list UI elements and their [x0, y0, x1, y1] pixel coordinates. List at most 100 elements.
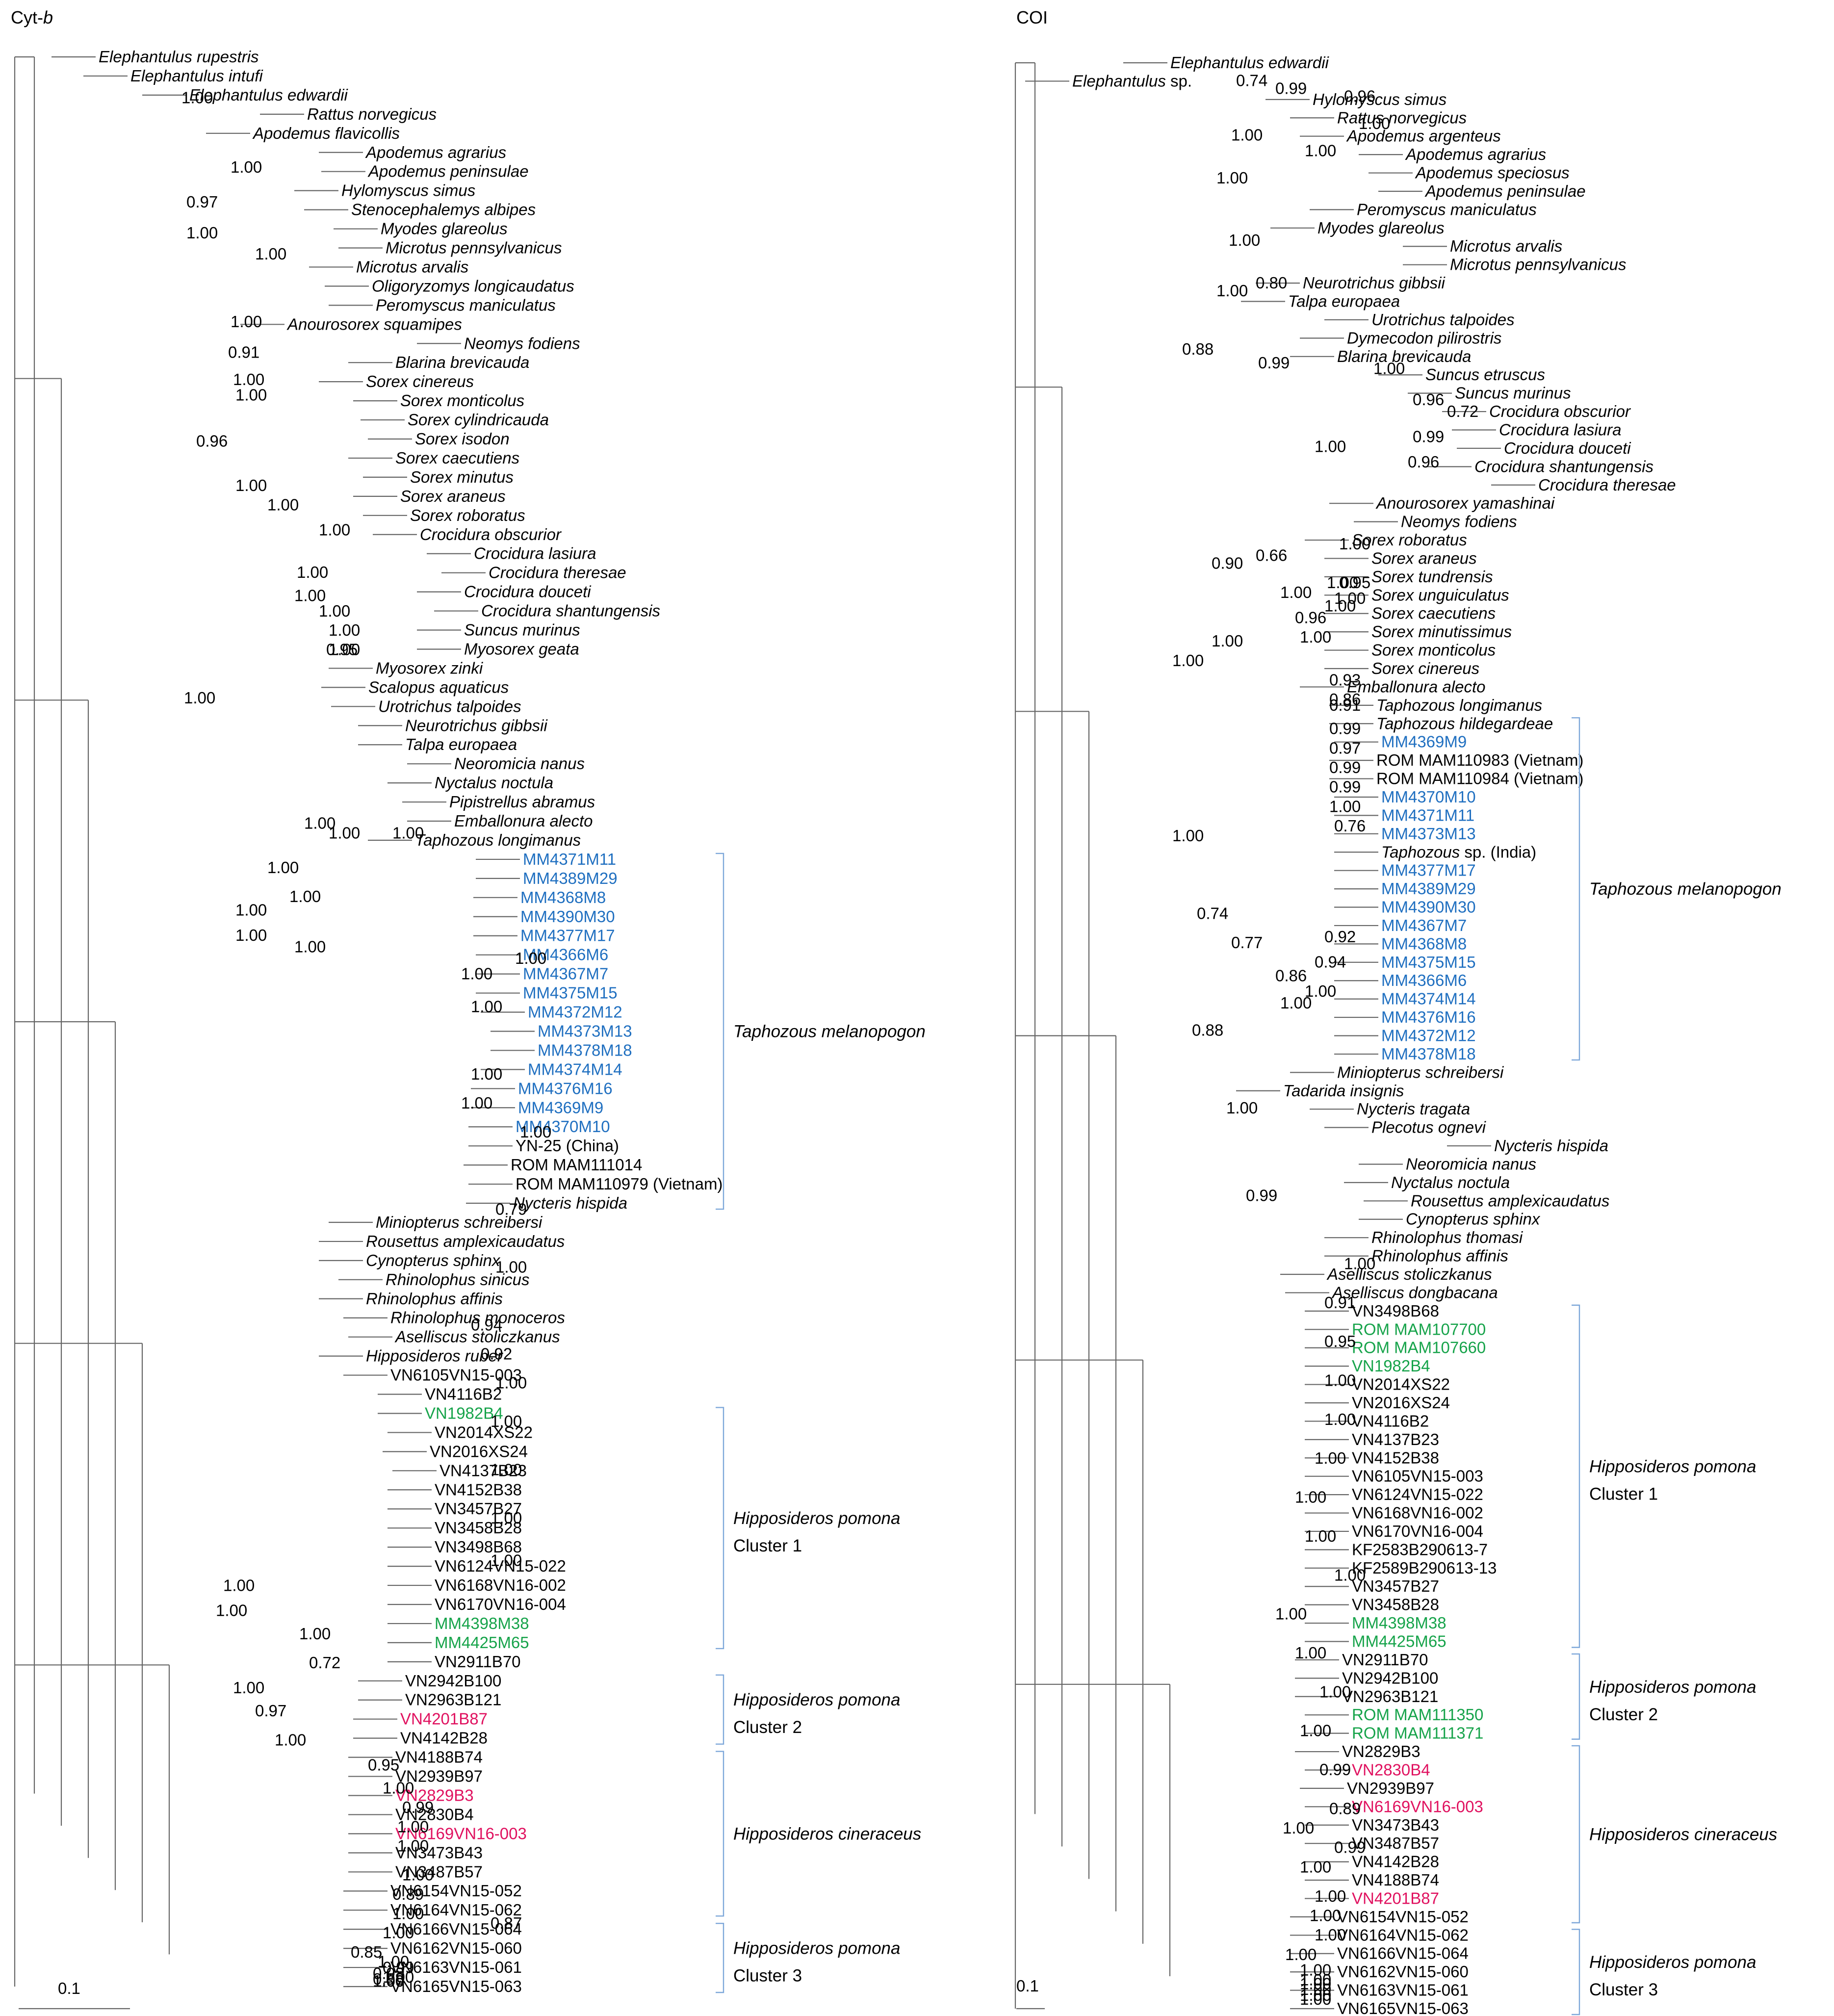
- cytb-taxon-label: MM4425M65: [435, 1633, 529, 1652]
- coi-taxon-label: MM4373M13: [1381, 825, 1476, 843]
- cytb-taxon-name: Blarina brevicauda: [395, 353, 529, 371]
- coi-support-value: 1.00: [1275, 1605, 1307, 1623]
- cytb-support-value: 0.92: [481, 1344, 512, 1363]
- coi-taxon-name: VN6166VN15-064: [1337, 1944, 1469, 1963]
- cytb-taxon-name: Neomys fodiens: [464, 334, 580, 352]
- cytb-taxon-label: VN2911B70: [435, 1653, 521, 1671]
- cytb-taxon-label: VN2939B97: [395, 1767, 483, 1785]
- cytb-support-value: 1.00: [235, 386, 267, 404]
- cytb-taxon-name: VN6154VN15-052: [390, 1882, 522, 1900]
- cytb-group-name: Hipposideros pomona: [733, 1690, 900, 1709]
- cytb-taxon-label: VN6169VN16-003: [395, 1824, 527, 1842]
- coi-taxon-name: ROM MAM110984 (Vietnam): [1376, 770, 1583, 788]
- cytb-support-value: 1.00: [233, 1679, 264, 1697]
- cytb-taxon-name: VN4142B28: [400, 1729, 488, 1747]
- cytb-taxon-label: Sorex isodon: [415, 430, 510, 448]
- cytb-taxon-name: Rhinolophus affinis: [366, 1290, 503, 1308]
- coi-taxon-label: VN4188B74: [1352, 1871, 1439, 1889]
- cytb-support-value: 1.00: [491, 1412, 522, 1430]
- coi-taxon-name: Myodes glareolus: [1317, 219, 1445, 237]
- coi-taxon-name: Apodemus speciosus: [1415, 164, 1570, 182]
- coi-group-bracket: [1572, 717, 1580, 1061]
- coi-support-value: 0.89: [1329, 1799, 1361, 1817]
- coi-taxon-label: MM4369M9: [1381, 733, 1467, 751]
- coi-taxon-name: Crocidura theresae: [1538, 476, 1676, 494]
- cytb-taxon-label: VN4152B38: [435, 1480, 522, 1499]
- coi-taxon-label: Talpa europaea: [1288, 292, 1400, 310]
- coi-taxon-name: Microtus pennsylvanicus: [1450, 256, 1627, 274]
- coi-support-value: 0.93: [1329, 671, 1361, 689]
- coi-group-bracket: [1572, 1653, 1580, 1740]
- cytb-taxon-name: Nycteris hispida: [513, 1194, 627, 1212]
- coi-taxon-name: MM4375M15: [1381, 953, 1476, 971]
- cytb-taxon-label: Sorex cinereus: [366, 372, 474, 390]
- coi-taxon-name: MM4368M8: [1381, 934, 1467, 953]
- cytb-taxon-label: Suncus murinus: [464, 621, 580, 639]
- cytb-taxon-label: MM4389M29: [523, 869, 618, 887]
- cytb-branches: [14, 56, 535, 1988]
- cytb-taxon-name: Sorex isodon: [415, 430, 510, 448]
- cytb-panel-title: Cyt-b: [11, 7, 53, 27]
- coi-taxon-label: VN6154VN15-052: [1337, 1908, 1469, 1926]
- coi-taxon-label: VN4142B28: [1352, 1853, 1439, 1871]
- cytb-taxon-name: Peromyscus maniculatus: [376, 296, 556, 314]
- cytb-group-name: Hipposideros cineraceus: [733, 1824, 921, 1843]
- coi-support-value: 0.95: [1324, 1332, 1356, 1350]
- coi-taxon-label: VN6166VN15-064: [1337, 1944, 1469, 1963]
- coi-scale-bar: 0.1: [1016, 1977, 1045, 2010]
- cytb-taxon-name: Neurotrichus gibbsii: [405, 716, 548, 734]
- cytb-support-value: 1.00: [491, 1460, 522, 1478]
- coi-support-value: 0.96: [1344, 87, 1375, 105]
- cytb-taxon-name: VN6105VN15-003: [390, 1366, 522, 1384]
- coi-taxon-label: MM4398M38: [1352, 1614, 1447, 1632]
- coi-support-value: 1.00: [1305, 982, 1336, 1000]
- cytb-taxon-name: Myodes glareolus: [381, 220, 508, 238]
- cytb-taxon-name: VN3498B68: [435, 1538, 522, 1556]
- coi-taxon-name: VN2014XS22: [1352, 1375, 1450, 1394]
- cytb-taxon-name: MM4398M38: [435, 1614, 529, 1632]
- coi-taxon-name: ROM MAM107660: [1352, 1339, 1486, 1357]
- cytb-taxon-name: VN6170VN16-004: [435, 1595, 566, 1613]
- coi-taxon-label: VN4201B87: [1352, 1889, 1439, 1907]
- cytb-taxon-label: Sorex roboratus: [410, 506, 525, 524]
- coi-support-value: 1.00: [1305, 141, 1336, 159]
- cytb-taxon-name: Crocidura lasiura: [474, 544, 596, 563]
- cytb-support-value: 0.99: [383, 1958, 414, 1976]
- cytb-support-value: 1.00: [294, 937, 326, 956]
- coi-taxon-label: MM4377M17: [1381, 861, 1476, 879]
- cytb-taxon-label: MM4378M18: [538, 1041, 632, 1059]
- coi-taxon-label: Anourosorex yamashinai: [1375, 494, 1555, 512]
- cytb-taxon-name: Apodemus agrarius: [365, 143, 506, 161]
- cytb-taxon-label: Rhinolophus affinis: [366, 1290, 503, 1308]
- coi-support-value: 1.00: [1212, 632, 1243, 650]
- coi-taxon-name: ROM MAM111350: [1352, 1706, 1483, 1724]
- cytb-taxon-name: Microtus arvalis: [356, 258, 468, 276]
- coi-taxon-name: Miniopterus schreibersi: [1337, 1063, 1504, 1081]
- cytb-tree-panel: Cyt-b Elephantulus rupestrisElephantulus…: [11, 7, 926, 2010]
- coi-taxon-name: Sorex roboratus: [1352, 531, 1467, 549]
- coi-taxon-name: Rhinolophus thomasi: [1371, 1228, 1524, 1246]
- cytb-group-brackets: Taphozous melanopogon Hipposideros pomona…: [716, 853, 926, 1993]
- cytb-taxon-name: VN2829B3: [395, 1786, 474, 1804]
- cytb-taxon-label: Hylomyscus simus: [341, 181, 475, 200]
- coi-taxon-name: Microtus arvalis: [1450, 237, 1562, 255]
- coi-taxon-label: VN4137B23: [1352, 1430, 1439, 1448]
- coi-taxon-label: Microtus arvalis: [1450, 237, 1562, 255]
- coi-taxon-name: Sorex caecutiens: [1371, 604, 1496, 622]
- cytb-taxon-label: VN6168VN16-002: [435, 1576, 566, 1594]
- coi-taxon-label: Taphozous sp. (India): [1381, 843, 1536, 861]
- coi-taxon-label: Sorex tundrensis: [1371, 568, 1493, 586]
- cytb-support-value: 1.00: [383, 1968, 414, 1986]
- cytb-taxon-label: Microtus pennsylvanicus: [386, 239, 562, 257]
- cytb-taxon-name: Myosorex zinki: [376, 659, 484, 677]
- cytb-taxon-label: Myosorex geata: [464, 640, 579, 658]
- cytb-taxon-label: VN3473B43: [395, 1843, 483, 1861]
- coi-support-value: 1.00: [1172, 827, 1204, 845]
- coi-taxon-name: Anourosorex yamashinai: [1375, 494, 1555, 512]
- cytb-taxon-label: VN1982B4: [425, 1404, 503, 1422]
- coi-taxon-name: VN2939B97: [1347, 1779, 1434, 1797]
- cytb-taxon-label: VN2016XS24: [430, 1442, 528, 1460]
- coi-taxon-name: Neurotrichus gibbsii: [1303, 274, 1446, 292]
- cytb-support-value: 1.00: [231, 312, 262, 331]
